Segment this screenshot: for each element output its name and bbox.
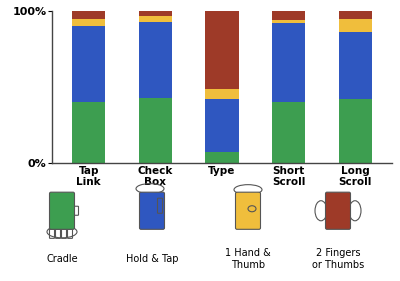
Bar: [205, 11, 239, 89]
Bar: [272, 11, 305, 20]
Bar: [339, 19, 372, 33]
Bar: [72, 11, 105, 19]
Bar: [339, 33, 372, 99]
Bar: [72, 26, 105, 102]
Text: 2 Fingers
or Thumbs: 2 Fingers or Thumbs: [312, 248, 364, 270]
Bar: [205, 99, 239, 152]
Bar: [139, 11, 172, 16]
Text: 1 Hand &
Thumb: 1 Hand & Thumb: [225, 248, 271, 270]
Bar: [272, 102, 305, 163]
Bar: [139, 98, 172, 163]
Bar: [205, 89, 239, 99]
Bar: [72, 19, 105, 26]
FancyBboxPatch shape: [236, 192, 260, 229]
Bar: [72, 102, 105, 163]
Bar: [339, 11, 372, 19]
Bar: [272, 20, 305, 23]
Bar: [272, 23, 305, 102]
Text: Cradle: Cradle: [46, 254, 78, 264]
Bar: [205, 152, 239, 163]
Text: Hold & Tap: Hold & Tap: [126, 254, 178, 264]
Bar: [139, 16, 172, 22]
Bar: [339, 99, 372, 163]
FancyBboxPatch shape: [50, 192, 74, 229]
FancyBboxPatch shape: [140, 192, 164, 229]
FancyBboxPatch shape: [326, 192, 350, 229]
Bar: [139, 22, 172, 98]
